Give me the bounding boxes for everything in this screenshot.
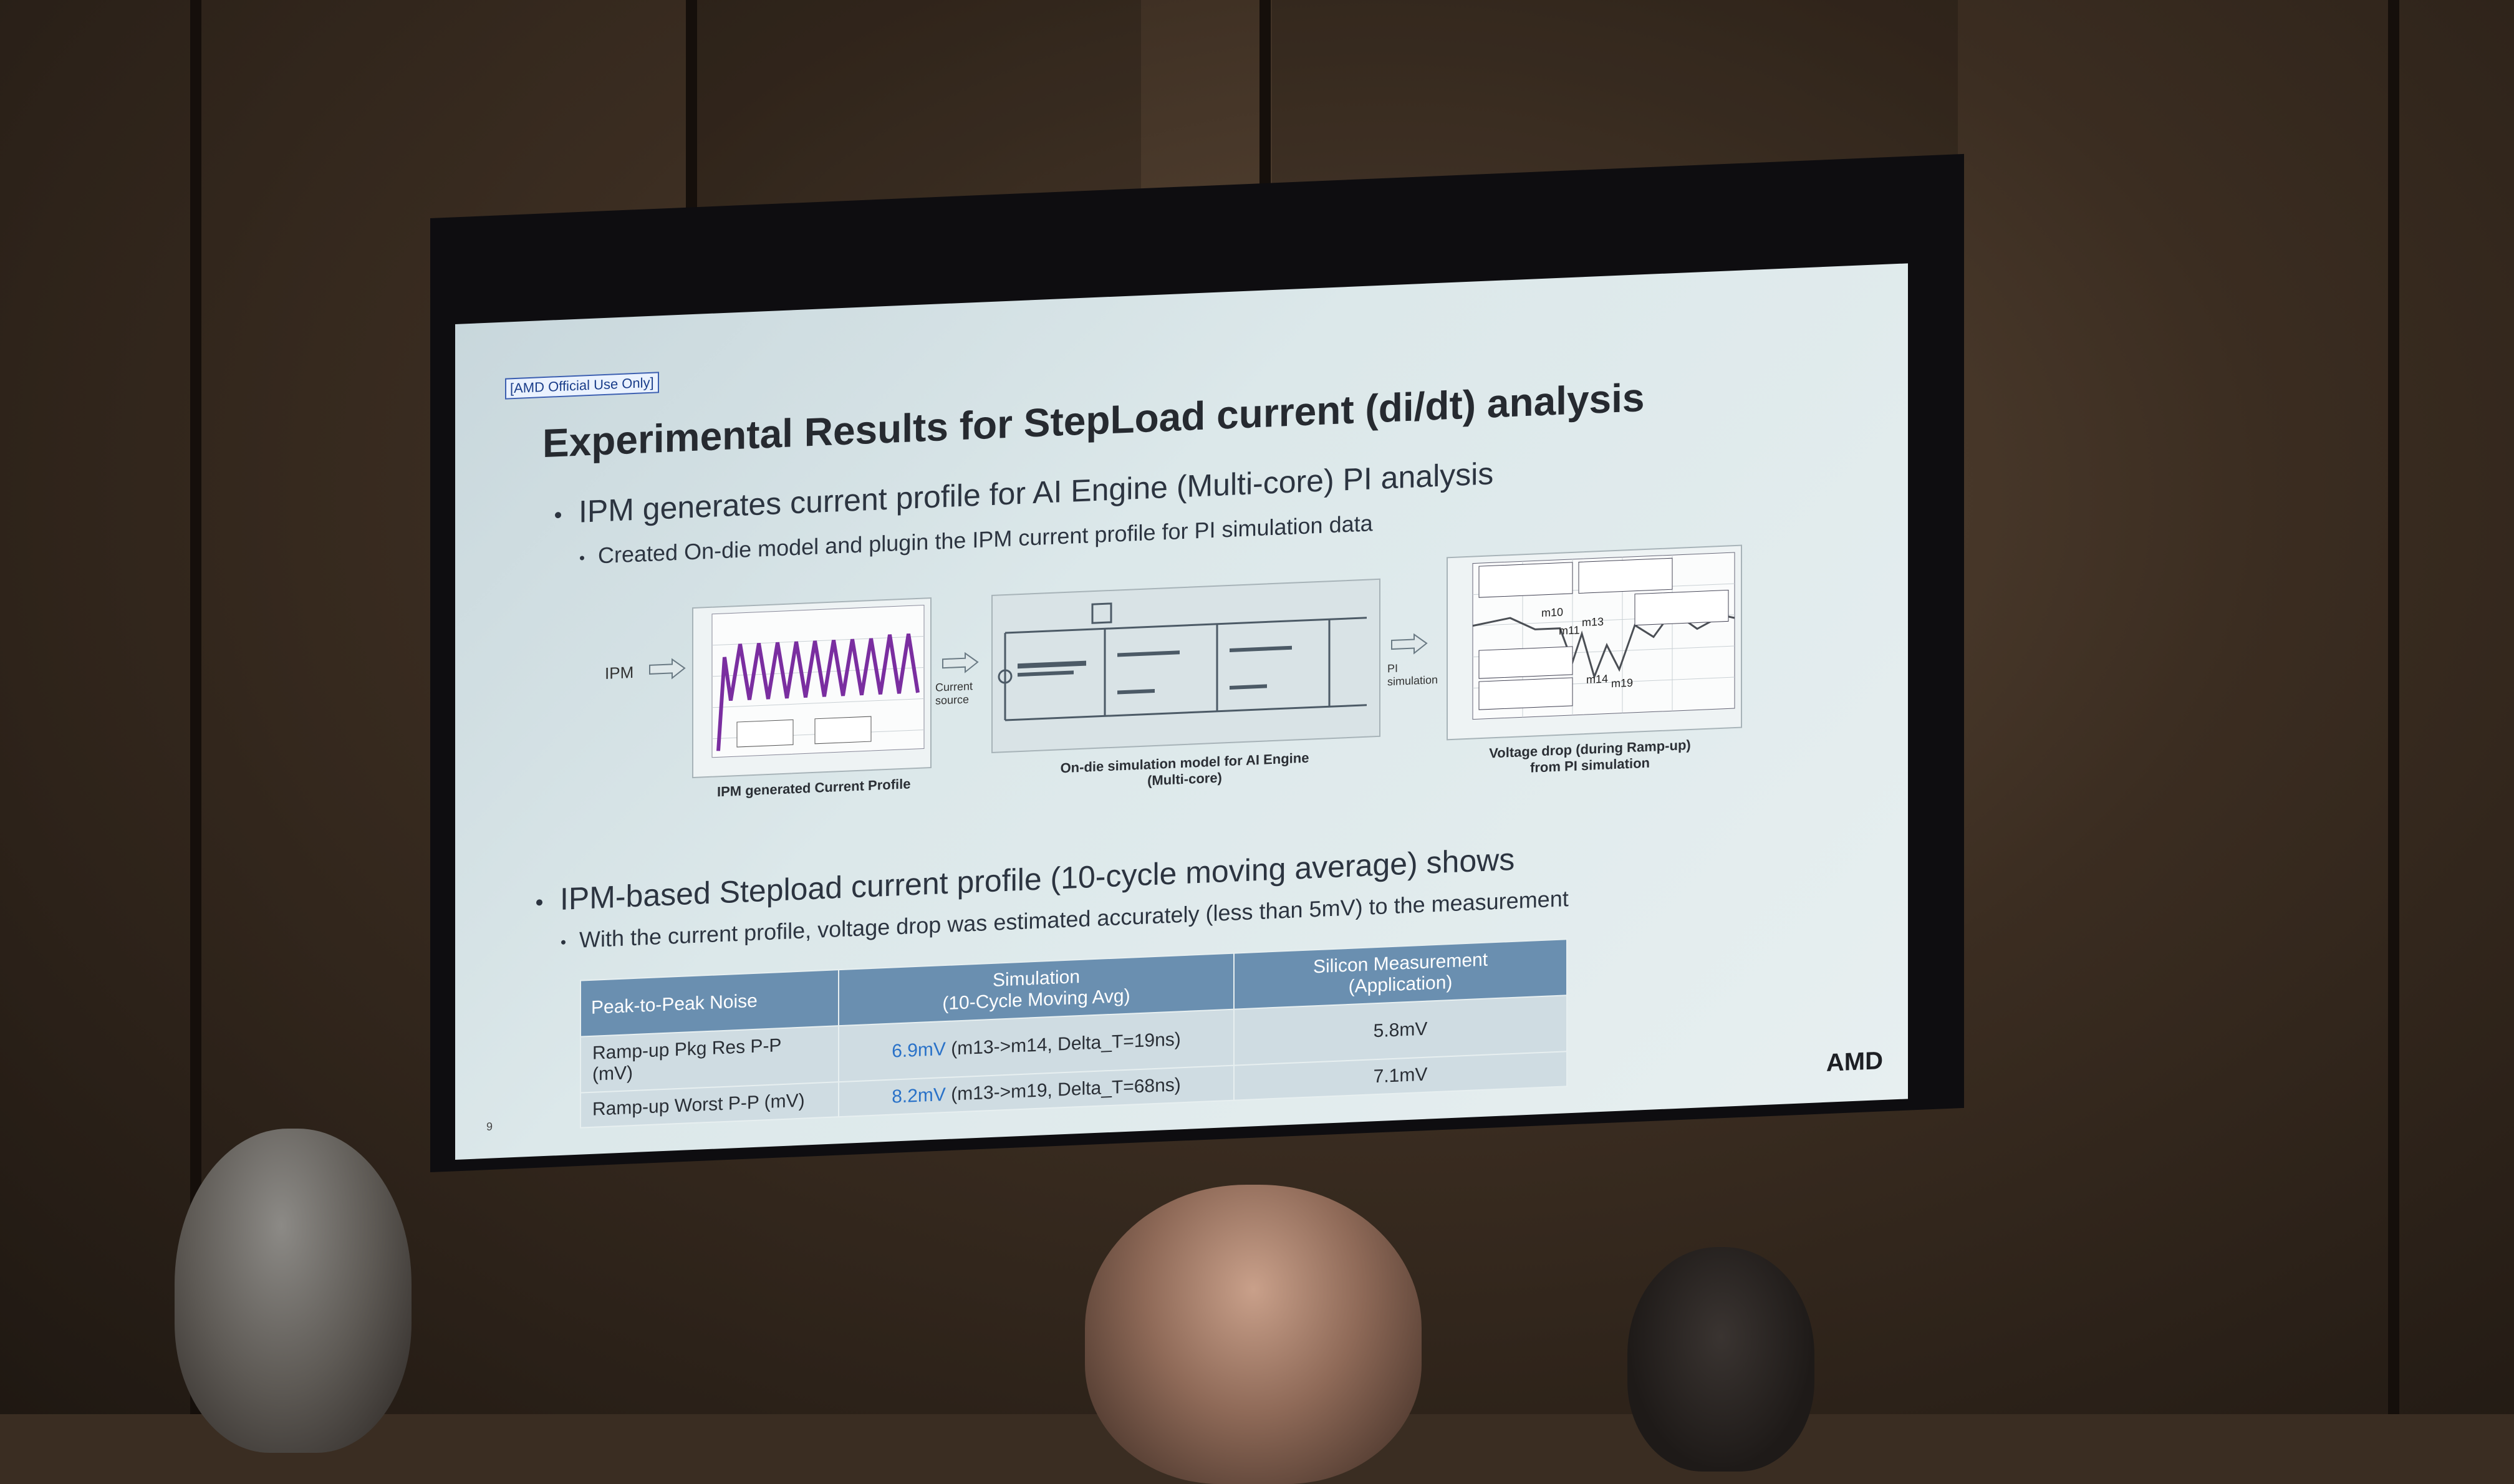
circuit-schematic	[998, 602, 1367, 721]
ipm-label: IPM	[605, 663, 634, 683]
bullet-dot	[555, 511, 561, 519]
presentation-slide: [AMD Official Use Only] Experimental Res…	[455, 263, 1908, 1160]
page-number: 9	[486, 1120, 493, 1133]
simulation-value: 8.2mV	[892, 1084, 946, 1107]
current-profile-plot	[711, 604, 925, 758]
official-use-tag: [AMD Official Use Only]	[505, 372, 659, 400]
arrow-icon	[942, 652, 979, 673]
current-profile-figure	[692, 597, 932, 779]
voltage-drop-plot: m10 m11 m13 m14 m19	[1472, 552, 1735, 720]
marker-label: m13	[1582, 615, 1604, 629]
audience-head	[1085, 1185, 1422, 1484]
bullet-dot	[561, 940, 566, 945]
simulation-value: 6.9mV	[892, 1039, 946, 1062]
marker-label: m19	[1611, 677, 1633, 690]
row-label: Ramp-up Pkg Res P-P (mV)	[580, 1026, 839, 1093]
pi-simulation-label: PI simulation	[1387, 662, 1438, 688]
simulation-detail: (m13->m14, Delta_T=19ns)	[951, 1029, 1181, 1059]
arrow-icon	[1391, 633, 1428, 655]
simulation-detail: (m13->m19, Delta_T=68ns)	[951, 1074, 1181, 1105]
marker-label: m10	[1541, 606, 1563, 619]
current-source-label: Current source	[935, 680, 973, 707]
bullet-dot	[580, 556, 584, 561]
amd-logo: AMD	[1826, 1047, 1883, 1077]
audience-head	[175, 1129, 412, 1453]
results-table: Peak-to-Peak Noise Simulation (10-Cycle …	[580, 938, 1568, 1128]
fig2-caption: On-die simulation model for AI Engine (M…	[1060, 749, 1309, 789]
fig3-caption: Voltage drop (during Ramp-up) from PI si…	[1489, 736, 1691, 776]
marker-label: m14	[1586, 673, 1608, 686]
on-die-model-figure	[991, 578, 1380, 753]
arrow-icon	[649, 658, 686, 680]
marker-label: m11	[1559, 624, 1580, 637]
wall-pillar	[190, 0, 201, 1414]
fig1-caption: IPM generated Current Profile	[717, 776, 911, 800]
results-table-container: Peak-to-Peak Noise Simulation (10-Cycle …	[580, 938, 1568, 1128]
bullet-dot	[536, 899, 542, 906]
audience-head	[1627, 1247, 1814, 1472]
wall-pillar	[2388, 0, 2399, 1414]
voltage-drop-figure: m10 m11 m13 m14 m19	[1447, 544, 1742, 741]
slide-title: Experimental Results for StepLoad curren…	[542, 375, 1645, 466]
table-header-cell: Peak-to-Peak Noise	[580, 970, 839, 1037]
